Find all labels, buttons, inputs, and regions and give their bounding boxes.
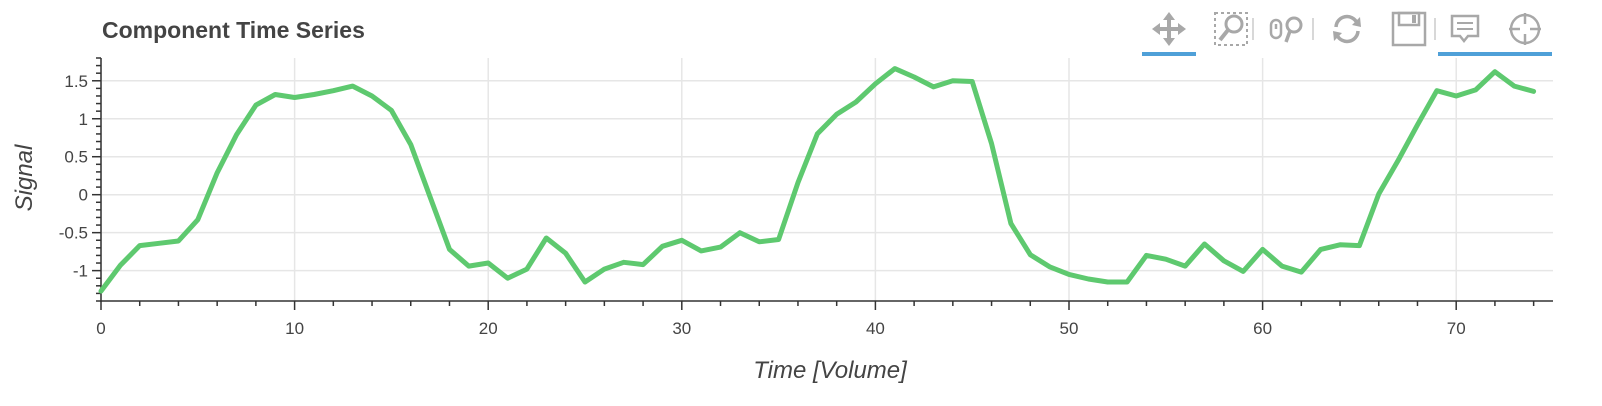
y-tick-label: 1.5 [64,72,88,91]
x-tick-label: 0 [96,319,105,338]
crosshair-icon [1509,13,1541,45]
y-tick-label: 1 [79,110,88,129]
save-tool-button[interactable] [1382,4,1436,58]
hover-icon [1450,14,1480,44]
y-tick-label: -0.5 [59,224,88,243]
x-tick-label: 40 [866,319,885,338]
x-tick-label: 20 [479,319,498,338]
save-icon [1391,11,1427,47]
pan-tool-button[interactable] [1142,4,1196,58]
y-tick-label: 0.5 [64,148,88,167]
box-zoom-icon [1214,12,1248,46]
series-line [98,66,1537,294]
grid-lines [100,58,1553,301]
toolbar-separator [1434,18,1436,40]
reset-tool-button[interactable] [1320,4,1374,58]
y-axis-label: Signal [11,144,38,211]
crosshair-tool-button[interactable] [1498,4,1552,58]
reset-icon [1333,14,1361,44]
chart-title: Component Time Series [102,17,365,43]
box-zoom-tool-button[interactable] [1204,4,1258,58]
chart-toolbar [1142,4,1562,58]
y-tick-label: -1 [73,262,88,281]
y-tick-label: 0 [79,186,88,205]
wheel-zoom-tool-button[interactable] [1260,4,1314,58]
pan-tool-active-indicator [1142,52,1196,56]
x-tick-label: 50 [1060,319,1079,338]
hover-tool-active-indicator [1438,52,1498,56]
x-tick-label: 10 [285,319,304,338]
x-axis-label: Time [Volume] [753,357,908,384]
axis-ticks: 0 10 20 30 40 50 60 70 -1 -0.5 0 0.5 1 1.5 [59,57,1535,338]
toolbar-separator [1252,18,1254,40]
toolbar-separator [1312,18,1314,40]
x-tick-label: 70 [1447,319,1466,338]
x-tick-label: 60 [1253,319,1272,338]
wheel-zoom-icon [1269,16,1303,43]
x-tick-label: 30 [672,319,691,338]
hover-tool-button[interactable] [1438,4,1498,58]
series-layer [98,66,1537,294]
pan-icon [1152,12,1186,46]
crosshair-tool-active-indicator [1498,52,1552,56]
